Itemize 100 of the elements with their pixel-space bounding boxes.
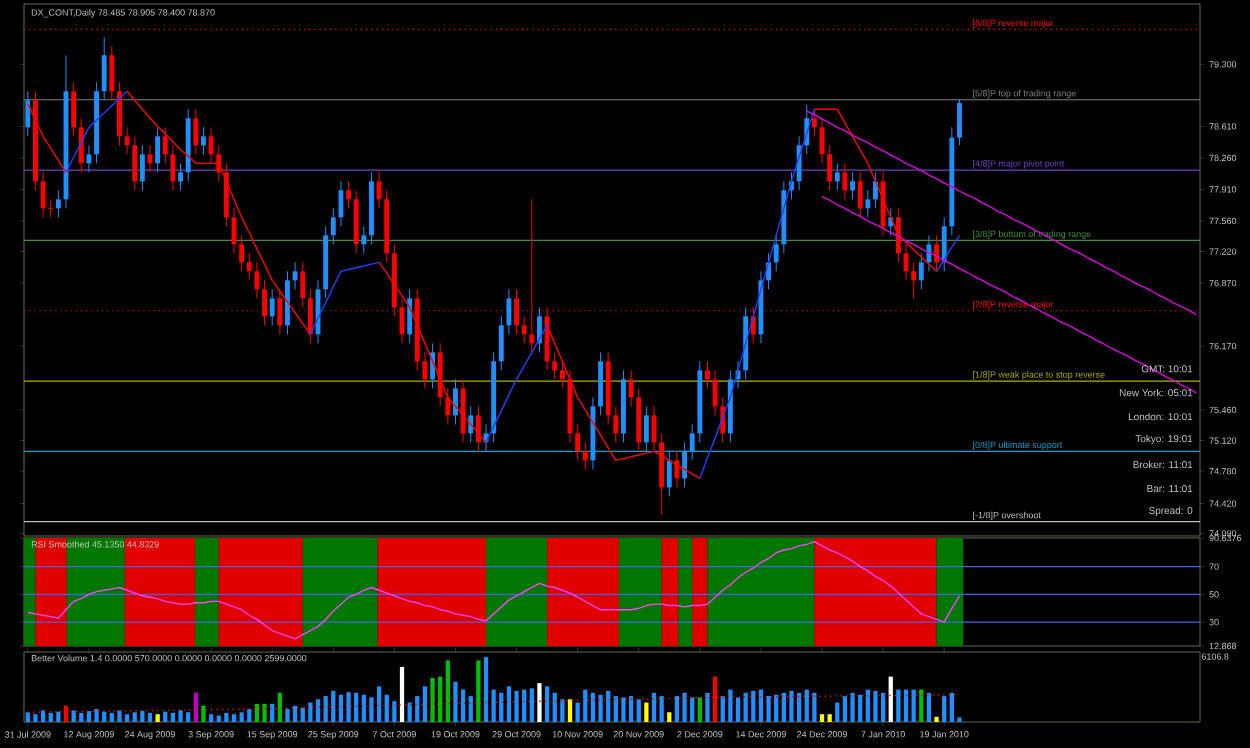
- candlestick: [460, 378, 466, 443]
- bar: [804, 689, 809, 722]
- bar: [186, 712, 191, 722]
- candlestick: [453, 378, 458, 425]
- bar: [789, 690, 794, 722]
- bar: [132, 712, 137, 722]
- bar: [812, 692, 817, 722]
- bar: [71, 710, 76, 722]
- bar: [483, 657, 489, 722]
- bar: [735, 697, 741, 722]
- bar: [606, 690, 611, 722]
- bar: [239, 712, 244, 722]
- bar: [407, 702, 412, 722]
- bar: [720, 696, 725, 722]
- bar: [598, 694, 603, 722]
- candlestick: [330, 207, 336, 245]
- bar: [33, 714, 38, 722]
- bar: [346, 692, 351, 722]
- bar: [300, 707, 305, 722]
- bar: [155, 714, 160, 722]
- candlestick: [170, 144, 176, 191]
- candlestick: [47, 198, 54, 218]
- bar: [140, 710, 145, 722]
- bar: [858, 694, 863, 722]
- bar: [819, 714, 825, 722]
- bar: [865, 689, 870, 722]
- candlestick: [575, 423, 581, 461]
- candlestick: [422, 351, 428, 389]
- bar: [354, 692, 359, 722]
- candlestick: [445, 387, 451, 425]
- candlestick: [796, 135, 802, 191]
- candlestick: [827, 144, 833, 191]
- bar: [445, 660, 450, 722]
- candlestick: [78, 117, 84, 173]
- bar: [102, 711, 107, 722]
- candlestick: [292, 261, 298, 290]
- bar: [705, 692, 710, 722]
- candlestick: [353, 189, 359, 254]
- candlestick: [628, 369, 634, 407]
- bar: [117, 710, 122, 722]
- bar: [438, 676, 443, 722]
- bar: [827, 714, 832, 722]
- bar: [659, 696, 664, 722]
- bar: [850, 692, 855, 722]
- bar: [124, 714, 130, 722]
- candlestick: [101, 36, 107, 101]
- candlestick: [216, 144, 222, 182]
- bar: [613, 696, 618, 722]
- candlestick: [643, 405, 649, 452]
- bar: [682, 692, 687, 722]
- bar: [453, 681, 458, 722]
- bar: [56, 711, 61, 722]
- bar: [338, 694, 344, 722]
- candlestick: [86, 144, 92, 173]
- bar: [751, 690, 756, 722]
- bar: [873, 690, 878, 722]
- bar: [628, 696, 634, 722]
- bar: [949, 692, 954, 722]
- candlestick: [25, 90, 31, 137]
- bar: [48, 712, 53, 722]
- candlestick: [269, 288, 275, 326]
- bar: [392, 701, 397, 722]
- candlestick: [223, 162, 229, 227]
- bar: [231, 714, 237, 722]
- bar: [942, 696, 947, 722]
- bar: [522, 689, 527, 722]
- candlestick: [285, 270, 290, 335]
- bar: [842, 696, 848, 722]
- candlestick: [55, 189, 61, 218]
- bar: [224, 712, 229, 722]
- bar: [79, 712, 84, 722]
- bar: [476, 660, 481, 722]
- candlestick: [957, 99, 962, 146]
- candlestick: [468, 405, 474, 443]
- bar: [163, 711, 168, 722]
- bar: [86, 710, 92, 722]
- bar: [781, 692, 786, 722]
- bar: [919, 689, 924, 722]
- bar: [270, 703, 275, 722]
- bar: [254, 703, 260, 722]
- bar: [911, 689, 916, 722]
- bar: [590, 692, 596, 722]
- bar: [399, 666, 405, 722]
- bar: [774, 694, 779, 722]
- candlestick: [376, 171, 382, 209]
- bar: [40, 710, 46, 722]
- candlestick: [873, 171, 878, 209]
- bar: [552, 692, 557, 722]
- bar: [201, 705, 206, 722]
- bar: [147, 712, 153, 722]
- bar: [758, 689, 764, 722]
- candlestick: [117, 81, 122, 146]
- candlestick: [918, 252, 924, 290]
- candlestick: [712, 369, 718, 416]
- candlestick: [537, 306, 542, 353]
- bar: [499, 692, 504, 722]
- bar: [277, 692, 282, 722]
- bar: [468, 696, 473, 722]
- bar: [667, 712, 672, 722]
- line-series: [806, 110, 1197, 316]
